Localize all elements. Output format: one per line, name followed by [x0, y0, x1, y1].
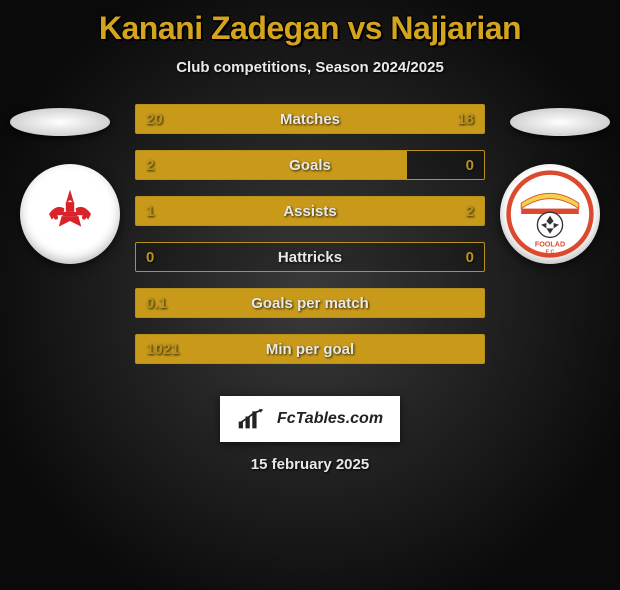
stat-value-right: 0 [466, 151, 474, 179]
stat-label: Hattricks [136, 243, 484, 271]
player-oval-left [10, 108, 110, 136]
stat-row: Min per goal1021 [135, 334, 485, 364]
footer-logo-text: FcTables.com [277, 410, 383, 428]
stat-value-left: 20 [146, 105, 163, 133]
svg-text:F C: F C [546, 250, 555, 256]
stat-label: Min per goal [136, 335, 484, 363]
fctables-icon [237, 406, 271, 432]
stat-label: Goals [136, 151, 484, 179]
stat-row: Assists1 2 [135, 196, 485, 226]
stat-row: Matches20 18 [135, 104, 485, 134]
team-crest-left-icon [35, 179, 105, 249]
stat-bars: Matches2018Goals20Assists12Hattricks00Go… [135, 104, 485, 380]
stat-row: Goals2 0 [135, 150, 485, 180]
team-crest-right-icon: FOOLAD F C [505, 169, 595, 259]
team-badge-right: FOOLAD F C [500, 164, 600, 264]
player-oval-right [510, 108, 610, 136]
stat-value-left: 0.1 [146, 289, 167, 317]
date-text: 15 february 2025 [0, 456, 620, 473]
stat-value-left: 1021 [146, 335, 179, 363]
comparison-arena: FOOLAD F C Matches2018Goals20Assists12Ha… [0, 104, 620, 384]
stat-value-left: 1 [146, 197, 154, 225]
stat-value-right: 0 [466, 243, 474, 271]
stat-row: Goals per match0.1 [135, 288, 485, 318]
stat-value-right: 2 [466, 197, 474, 225]
stat-value-right: 18 [457, 105, 474, 133]
stat-value-left: 2 [146, 151, 154, 179]
stat-row: Hattricks0 0 [135, 242, 485, 272]
page-title: Kanani Zadegan vs Najjarian [0, 10, 620, 47]
team-badge-left [20, 164, 120, 264]
footer-logo: FcTables.com [220, 396, 400, 442]
stat-label: Assists [136, 197, 484, 225]
stat-label: Goals per match [136, 289, 484, 317]
stat-label: Matches [136, 105, 484, 133]
svg-text:FOOLAD: FOOLAD [535, 239, 565, 248]
page-subtitle: Club competitions, Season 2024/2025 [0, 59, 620, 76]
stat-value-left: 0 [146, 243, 154, 271]
